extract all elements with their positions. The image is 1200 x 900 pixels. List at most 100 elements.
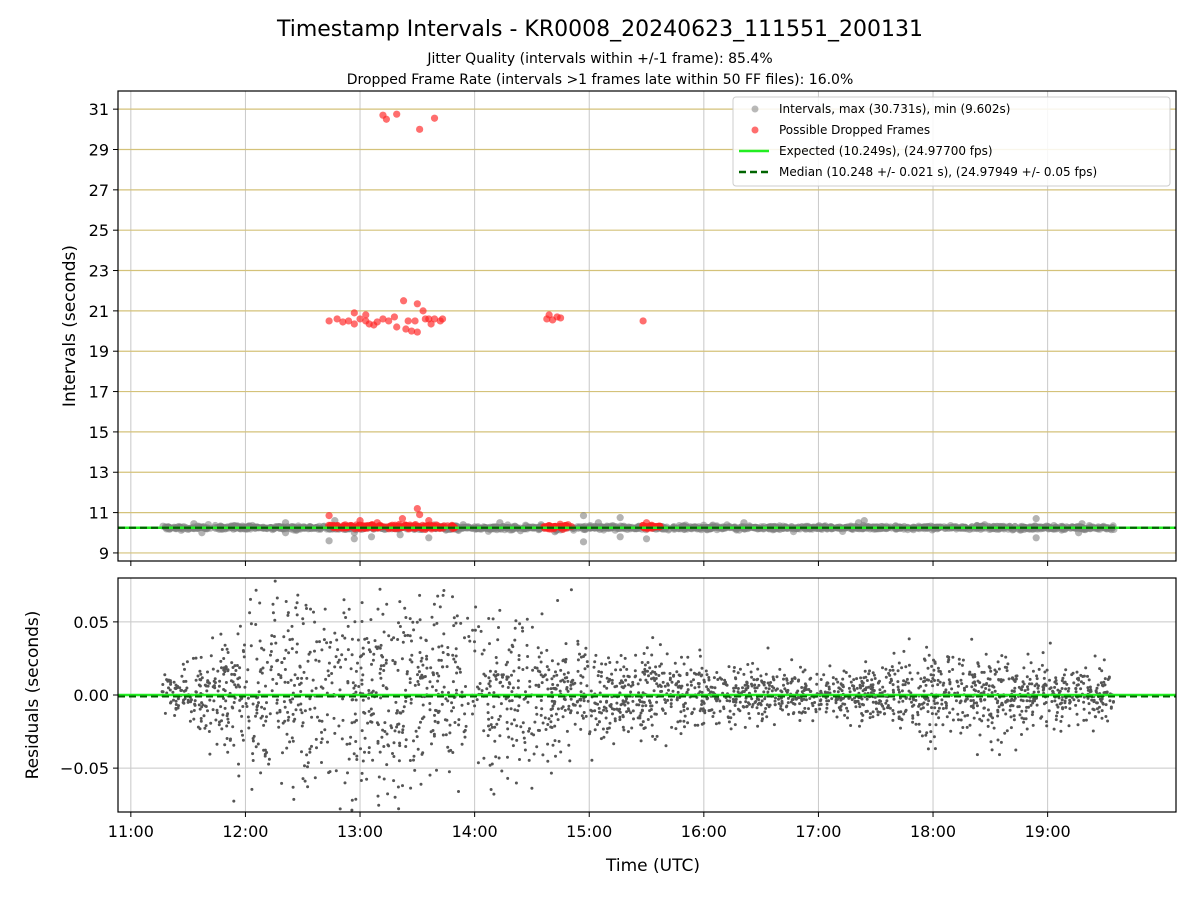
residual-point <box>706 687 710 691</box>
residual-point <box>1005 669 1009 673</box>
residual-point <box>794 696 798 700</box>
residual-point <box>546 687 550 691</box>
residual-point <box>629 711 633 715</box>
residual-point <box>728 699 732 703</box>
residual-point <box>576 658 580 662</box>
residual-point <box>1036 686 1040 690</box>
residual-point <box>550 691 554 694</box>
residual-point <box>346 771 349 775</box>
residual-point <box>892 651 896 655</box>
residual-point <box>296 703 300 707</box>
residual-point <box>896 685 900 689</box>
residual-point <box>436 594 440 598</box>
residual-point <box>416 747 420 751</box>
residual-point <box>480 652 484 656</box>
residual-point <box>1095 701 1099 705</box>
residual-point <box>226 651 230 654</box>
residual-point <box>391 659 395 662</box>
residual-point <box>215 708 219 712</box>
residual-point <box>651 636 655 640</box>
residual-point <box>218 679 222 683</box>
residual-point <box>179 689 183 692</box>
residual-point <box>981 714 985 718</box>
residual-point <box>1035 677 1039 681</box>
residual-point <box>224 681 228 684</box>
residual-point <box>320 730 323 734</box>
residual-point <box>813 701 817 704</box>
residual-point <box>645 646 649 650</box>
residual-point <box>379 696 383 700</box>
residual-point <box>980 685 984 689</box>
residual-point <box>1020 688 1024 692</box>
top-x-ticks <box>130 561 1049 566</box>
residual-point <box>846 716 849 720</box>
residual-point <box>990 721 994 725</box>
residual-point <box>1093 715 1097 719</box>
residual-point <box>345 742 349 746</box>
residual-point <box>685 671 689 675</box>
residual-point <box>238 666 242 670</box>
residual-point <box>836 698 839 701</box>
residual-point <box>707 678 711 682</box>
residual-point <box>296 676 300 680</box>
residual-point <box>668 676 672 680</box>
residual-point <box>383 721 387 725</box>
residual-point <box>659 662 663 666</box>
top-grid <box>118 91 1176 561</box>
residual-point <box>967 672 971 676</box>
residual-point <box>936 678 940 682</box>
residual-point <box>228 738 232 742</box>
residual-point <box>774 688 778 692</box>
residual-point <box>989 740 993 744</box>
residual-point <box>565 729 569 733</box>
residual-point <box>401 731 404 734</box>
dropped-frame-point <box>356 315 364 323</box>
residual-point <box>916 671 920 675</box>
residual-point <box>762 690 766 694</box>
residual-point <box>618 707 622 711</box>
residual-point <box>1104 703 1108 707</box>
residual-point <box>270 689 274 693</box>
residual-point <box>827 685 831 689</box>
residual-point <box>225 647 229 651</box>
residual-point <box>198 707 202 711</box>
residual-point <box>914 722 918 726</box>
residual-point <box>528 679 532 683</box>
residual-point <box>1051 690 1055 694</box>
residual-point <box>547 717 551 721</box>
residual-point <box>763 710 767 714</box>
residual-point <box>319 741 323 744</box>
residual-point <box>421 751 425 755</box>
residual-point <box>932 735 936 739</box>
residual-point <box>843 713 847 717</box>
residual-point <box>490 716 494 720</box>
residual-point <box>972 701 976 705</box>
residual-point <box>797 678 801 682</box>
residual-point <box>525 666 529 670</box>
residual-point <box>1075 670 1079 674</box>
residual-point <box>655 734 659 738</box>
residual-point <box>745 680 749 684</box>
residual-point <box>437 709 441 713</box>
residual-point <box>476 761 480 765</box>
residual-point <box>320 719 324 723</box>
residual-point <box>525 643 529 647</box>
residual-point <box>438 605 442 609</box>
residual-point <box>347 757 351 761</box>
residual-point <box>710 708 714 712</box>
residual-point <box>482 756 486 760</box>
residual-point <box>535 666 539 670</box>
residual-point <box>496 673 500 677</box>
residual-point <box>306 765 309 769</box>
residual-point <box>240 696 244 700</box>
residual-point <box>237 774 241 778</box>
residual-point <box>717 721 721 725</box>
residual-point <box>692 707 696 711</box>
residual-point <box>367 709 371 713</box>
residual-point <box>425 686 429 690</box>
residual-point <box>412 739 415 743</box>
residual-point <box>360 678 364 682</box>
residual-point <box>498 681 502 685</box>
residual-point <box>341 718 345 722</box>
legend: Intervals, max (30.731s), min (9.602s) P… <box>732 96 1171 187</box>
